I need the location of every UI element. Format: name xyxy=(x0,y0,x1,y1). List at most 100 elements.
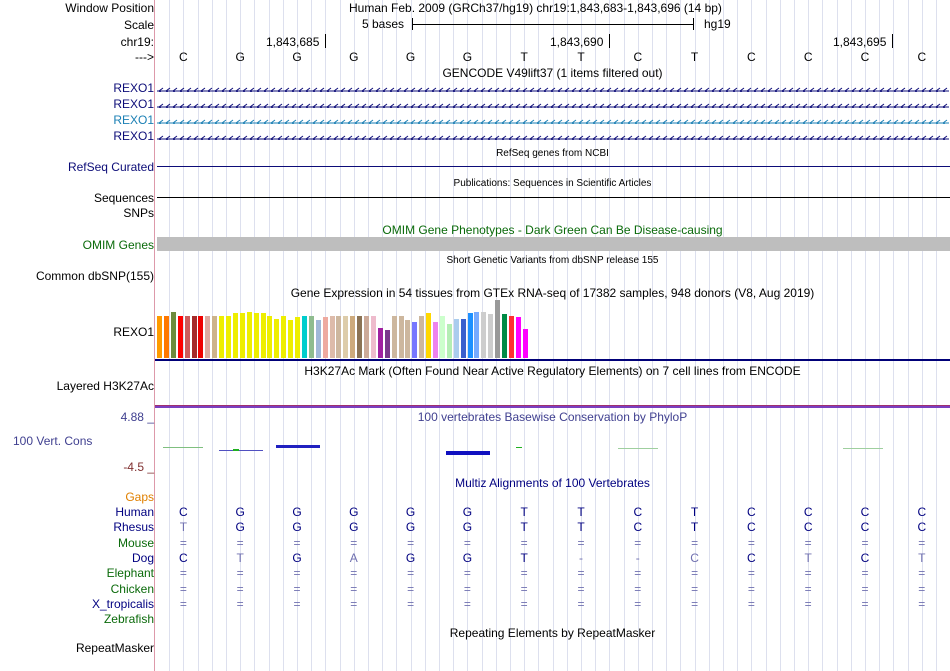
gtex-tissue-bar[interactable] xyxy=(157,316,162,358)
gtex-tissue-bar[interactable] xyxy=(391,316,397,358)
gtex-tissue-bar[interactable] xyxy=(239,313,245,358)
publications-track-title[interactable]: Publications: Sequences in Scientific Ar… xyxy=(453,178,652,189)
gtex-tissue-bar[interactable] xyxy=(205,316,211,358)
gencode-item-label[interactable]: REXO1 xyxy=(113,113,154,127)
dbsnp-label[interactable]: Common dbSNP(155) xyxy=(35,269,154,283)
species-label[interactable]: Rhesus xyxy=(113,520,154,535)
publications-line[interactable] xyxy=(157,197,950,198)
gtex-label[interactable]: REXO1 xyxy=(113,325,154,339)
gtex-bar-chart[interactable] xyxy=(157,300,537,358)
species-label[interactable]: Dog xyxy=(131,550,154,565)
h3k27ac-track-title[interactable]: H3K27Ac Mark (Often Found Near Active Re… xyxy=(304,364,801,378)
dbsnp-track-title[interactable]: Short Genetic Variants from dbSNP releas… xyxy=(446,255,659,266)
gtex-tissue-bar[interactable] xyxy=(370,316,376,358)
gencode-item-label[interactable]: REXO1 xyxy=(113,129,154,143)
gtex-tissue-bar[interactable] xyxy=(405,320,411,358)
gencode-transcript[interactable] xyxy=(157,116,949,124)
gtex-tissue-bar[interactable] xyxy=(253,313,259,358)
gtex-tissue-bar[interactable] xyxy=(246,312,252,358)
species-label[interactable]: X_tropicalis xyxy=(91,596,154,611)
species-label[interactable]: Zebrafish xyxy=(103,612,154,627)
gencode-transcript[interactable] xyxy=(157,84,949,92)
gtex-tissue-bar[interactable] xyxy=(502,314,507,358)
gtex-tissue-bar[interactable] xyxy=(350,316,356,358)
gtex-tissue-bar[interactable] xyxy=(226,316,231,358)
gtex-tissue-bar[interactable] xyxy=(308,316,314,358)
gtex-tissue-bar[interactable] xyxy=(419,316,425,358)
refseq-track-title[interactable]: RefSeq genes from NCBI xyxy=(496,148,609,159)
gtex-tissue-bar[interactable] xyxy=(315,320,321,358)
gtex-tissue-bar[interactable] xyxy=(426,313,432,358)
gtex-tissue-bar[interactable] xyxy=(198,316,204,358)
gtex-tissue-bar[interactable] xyxy=(191,316,197,358)
gencode-item-label[interactable]: REXO1 xyxy=(113,97,154,111)
gtex-tissue-bar[interactable] xyxy=(495,300,501,358)
species-label[interactable]: Chicken xyxy=(110,581,154,596)
gtex-tissue-bar[interactable] xyxy=(170,312,176,358)
gencode-item-label[interactable]: REXO1 xyxy=(113,81,154,95)
gtex-tissue-bar[interactable] xyxy=(384,330,390,358)
gtex-tissue-bar[interactable] xyxy=(481,312,487,358)
gtex-tissue-bar[interactable] xyxy=(177,316,183,358)
gtex-tissue-bar[interactable] xyxy=(364,316,369,358)
gtex-tissue-bar[interactable] xyxy=(219,316,225,358)
repeatmasker-label[interactable]: RepeatMasker xyxy=(75,641,154,655)
phylop-track-title[interactable]: 100 vertebrates Basewise Conservation by… xyxy=(417,410,688,424)
gtex-tissue-bar[interactable] xyxy=(508,316,514,358)
gtex-tissue-bar[interactable] xyxy=(336,316,342,358)
gencode-transcript[interactable] xyxy=(157,132,949,140)
gencode-transcript[interactable] xyxy=(157,100,949,108)
gtex-tissue-bar[interactable] xyxy=(329,316,335,358)
species-label[interactable]: Mouse xyxy=(117,535,154,550)
gtex-tissue-bar[interactable] xyxy=(295,317,300,358)
publications-label[interactable]: Sequences xyxy=(93,191,154,205)
gtex-tissue-bar[interactable] xyxy=(267,316,273,358)
gtex-tissue-bar[interactable] xyxy=(439,316,445,358)
gtex-tissue-bar[interactable] xyxy=(322,317,328,358)
gtex-tissue-bar[interactable] xyxy=(474,312,480,358)
gtex-tissue-bar[interactable] xyxy=(412,322,418,358)
phylop-score-mark[interactable] xyxy=(276,445,320,448)
snps-label[interactable]: SNPs xyxy=(123,206,154,220)
species-label[interactable]: Elephant xyxy=(106,566,154,581)
phylop-score-mark[interactable] xyxy=(219,450,263,451)
gtex-tissue-bar[interactable] xyxy=(488,314,494,358)
gtex-tissue-bar[interactable] xyxy=(163,316,169,358)
gtex-tissue-bar[interactable] xyxy=(343,316,349,358)
gtex-tissue-bar[interactable] xyxy=(453,319,459,358)
gtex-tissue-bar[interactable] xyxy=(357,316,363,358)
phylop-score-mark[interactable] xyxy=(163,447,203,448)
omim-track-title[interactable]: OMIM Gene Phenotypes - Dark Green Can Be… xyxy=(382,223,723,237)
gtex-tissue-bar[interactable] xyxy=(522,329,528,358)
gtex-tissue-bar[interactable] xyxy=(301,316,307,358)
species-label[interactable]: Human xyxy=(115,505,154,519)
gtex-tissue-bar[interactable] xyxy=(433,322,438,358)
multiz-track-title[interactable]: Multiz Alignments of 100 Vertebrates xyxy=(455,476,650,490)
gtex-tissue-bar[interactable] xyxy=(260,313,266,358)
phylop-score-mark[interactable] xyxy=(843,448,883,449)
gtex-tissue-bar[interactable] xyxy=(460,319,466,358)
gtex-tissue-bar[interactable] xyxy=(515,317,521,358)
gtex-tissue-bar[interactable] xyxy=(288,320,294,358)
phylop-score-mark[interactable] xyxy=(233,449,239,451)
gencode-track-title[interactable]: GENCODE V49lift37 (1 items filtered out) xyxy=(442,66,663,80)
repeatmasker-track-title[interactable]: Repeating Elements by RepeatMasker xyxy=(449,626,656,640)
phylop-score-mark[interactable] xyxy=(618,448,658,449)
phylop-score-mark[interactable] xyxy=(446,451,490,455)
gtex-tissue-bar[interactable] xyxy=(446,324,452,358)
refseq-label[interactable]: RefSeq Curated xyxy=(67,160,154,174)
gtex-tissue-bar[interactable] xyxy=(232,313,238,358)
omim-feature[interactable] xyxy=(157,237,950,251)
omim-label[interactable]: OMIM Genes xyxy=(82,238,154,252)
gtex-track-title[interactable]: Gene Expression in 54 tissues from GTEx … xyxy=(290,286,815,300)
gtex-tissue-bar[interactable] xyxy=(274,319,280,358)
refseq-gene-line[interactable] xyxy=(157,166,950,167)
phylop-label[interactable]: 100 Vert. Cons xyxy=(13,434,93,448)
gtex-tissue-bar[interactable] xyxy=(377,328,383,358)
gtex-tissue-bar[interactable] xyxy=(398,316,404,358)
h3k27ac-label[interactable]: Layered H3K27Ac xyxy=(56,379,154,393)
gtex-tissue-bar[interactable] xyxy=(212,316,218,358)
gtex-tissue-bar[interactable] xyxy=(184,316,190,358)
gtex-tissue-bar[interactable] xyxy=(467,313,473,358)
phylop-score-mark[interactable] xyxy=(516,447,522,448)
